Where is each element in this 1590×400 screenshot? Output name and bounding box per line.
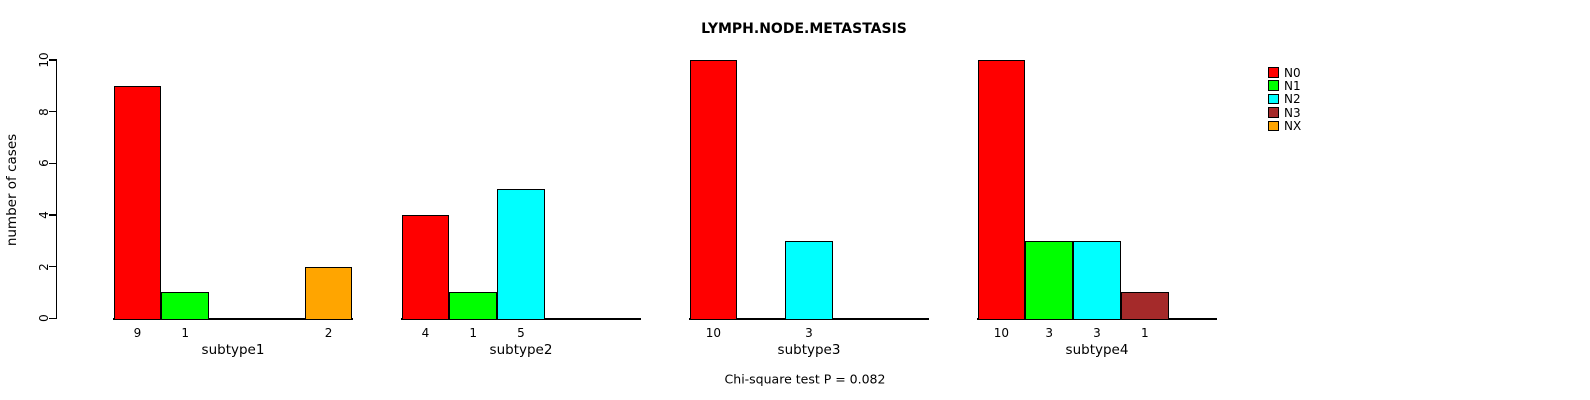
bar-N0-subtype2 bbox=[401, 214, 450, 320]
bar-N2-subtype4 bbox=[1073, 240, 1121, 320]
bar-count-label: 4 bbox=[421, 325, 430, 340]
y-tick bbox=[49, 110, 56, 113]
bar-count-label: 1 bbox=[181, 325, 190, 340]
bar-N3-subtype4 bbox=[1120, 292, 1169, 320]
y-tick-label: 4 bbox=[36, 211, 51, 219]
y-tick-label: 2 bbox=[36, 262, 51, 271]
bar-NX-subtype1 bbox=[304, 266, 353, 320]
annotation-chi-square: Chi-square test P = 0.082 bbox=[724, 371, 886, 387]
legend-swatch-N3 bbox=[1268, 107, 1279, 118]
bar-N0-subtype3 bbox=[689, 60, 738, 320]
bar-N1-subtype4 bbox=[1025, 240, 1074, 320]
y-tick-label: 10 bbox=[36, 52, 51, 68]
legend-swatch-N2 bbox=[1268, 93, 1279, 105]
bar-N1-subtype2 bbox=[449, 292, 498, 320]
bar-count-label: 2 bbox=[324, 325, 333, 340]
bar-count-label: 3 bbox=[1093, 325, 1101, 340]
bar-count-label: 10 bbox=[705, 325, 722, 340]
legend-label-NX: NX bbox=[1284, 119, 1302, 134]
x-label-subtype1: subtype1 bbox=[201, 341, 265, 358]
legend-swatch-N0 bbox=[1268, 67, 1279, 78]
bar-N0-subtype4 bbox=[977, 60, 1026, 320]
y-tick-label: 8 bbox=[36, 107, 51, 116]
bar-count-label: 3 bbox=[1045, 325, 1054, 340]
x-axis-baseline bbox=[112, 318, 354, 320]
x-label-subtype4: subtype4 bbox=[1065, 341, 1129, 358]
x-label-subtype3: subtype3 bbox=[777, 341, 841, 358]
y-tick-label: 0 bbox=[36, 314, 51, 323]
bar-count-label: 3 bbox=[805, 325, 813, 340]
y-tick bbox=[49, 162, 56, 165]
y-tick bbox=[49, 317, 56, 320]
legend-label-N3: N3 bbox=[1284, 105, 1301, 120]
legend-swatch-NX bbox=[1268, 120, 1279, 132]
bar-count-label: 1 bbox=[469, 325, 478, 340]
bar-count-label: 10 bbox=[993, 325, 1010, 340]
x-label-subtype2: subtype2 bbox=[489, 341, 553, 358]
legend-label-N1: N1 bbox=[1284, 78, 1301, 93]
y-tick bbox=[49, 214, 56, 216]
legend-label-N0: N0 bbox=[1284, 65, 1301, 80]
bar-N2-subtype3 bbox=[785, 240, 833, 320]
bar-count-label: 1 bbox=[1140, 325, 1149, 340]
bar-N1-subtype1 bbox=[161, 292, 210, 320]
legend-label-N2: N2 bbox=[1284, 92, 1301, 107]
y-tick-label: 6 bbox=[36, 159, 51, 168]
bar-count-label: 9 bbox=[133, 325, 142, 340]
bar-N2-subtype2 bbox=[497, 189, 545, 320]
y-tick bbox=[49, 265, 56, 268]
y-axis-label: number of cases bbox=[4, 133, 20, 247]
bar-N0-subtype1 bbox=[113, 85, 162, 320]
y-tick bbox=[49, 59, 56, 61]
y-axis-line bbox=[55, 59, 58, 320]
legend-swatch-N1 bbox=[1268, 80, 1279, 91]
chart-title: LYMPH.NODE.METASTASIS bbox=[701, 21, 907, 37]
bar-count-label: 5 bbox=[517, 325, 525, 340]
